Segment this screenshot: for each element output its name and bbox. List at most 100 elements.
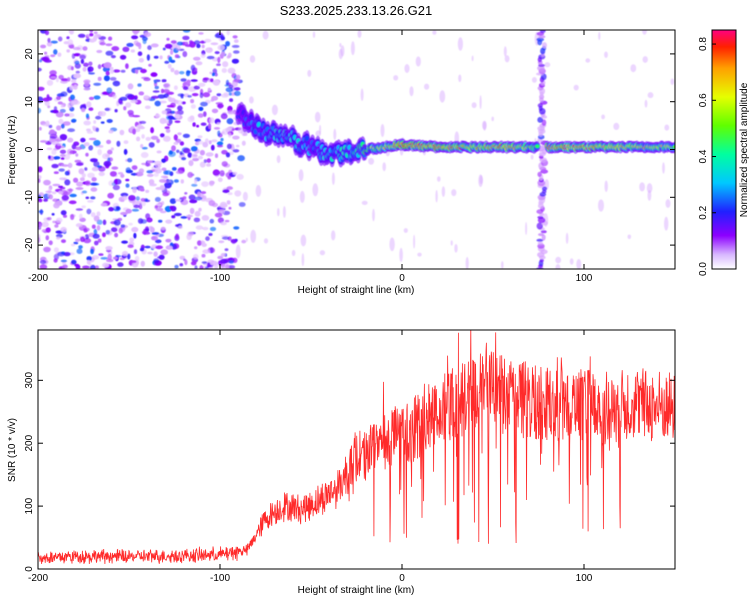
heatmap-cell: [174, 111, 180, 115]
heatmap-cell: [181, 167, 185, 172]
heatmap-cell: [134, 128, 141, 133]
heatmap-cell: [117, 172, 124, 175]
heatmap-cell: [146, 160, 153, 164]
heatmap-cell: [112, 69, 121, 73]
heatmap-cell: [134, 255, 140, 262]
heatmap-cell: [191, 183, 198, 187]
heatmap-cell: [67, 128, 75, 133]
heatmap-cell: [106, 119, 113, 123]
heatmap-cell: [220, 253, 226, 257]
heatmap-cell: [229, 98, 234, 102]
heatmap-cell: [231, 58, 239, 64]
heatmap-cell: [168, 245, 173, 250]
heatmap-cell: [214, 33, 223, 39]
heatmap-cell: [409, 86, 414, 97]
heatmap-cell: [195, 61, 203, 66]
heatmap-cell: [220, 221, 227, 226]
heatmap-cell: [159, 185, 165, 191]
heatmap-cell: [61, 239, 66, 244]
heatmap-cell: [56, 125, 62, 131]
heatmap-cell: [151, 232, 160, 235]
heatmap-cell: [232, 135, 240, 140]
heatmap-cell: [226, 30, 230, 36]
heatmap-cell: [209, 78, 214, 83]
heatmap-cell: [202, 226, 209, 231]
heatmap-cell: [109, 171, 117, 177]
heatmap-cell: [75, 70, 80, 74]
heatmap-cell: [441, 186, 446, 198]
heatmap-cell: [186, 79, 191, 84]
heatmap-cell: [60, 78, 69, 82]
colorbar: 0.0 0.2 0.4 0.6 0.8 Normalized spectral ampl…: [698, 29, 750, 276]
heatmap-cell: [217, 177, 223, 183]
heatmap-cell: [211, 108, 219, 114]
heatmap-cell: [53, 156, 61, 160]
heatmap-cell: [114, 178, 118, 185]
heatmap-cell: [90, 248, 94, 255]
heatmap-cell: [66, 77, 71, 82]
heatmap-cell: [201, 44, 205, 49]
heatmap-cell: [58, 190, 63, 195]
heatmap-cell: [190, 261, 197, 266]
heatmap-cell: [112, 80, 121, 87]
heatmap-cell: [639, 182, 645, 192]
heatmap-cell: [63, 252, 71, 257]
heatmap-cell: [162, 192, 169, 197]
heatmap-cell: [81, 205, 86, 209]
heatmap-cell: [119, 129, 125, 136]
heatmap-cell: [61, 164, 69, 167]
heatmap-cell: [175, 224, 180, 227]
heatmap-cell: [64, 170, 70, 176]
heatmap-cell: [169, 205, 173, 210]
colorbar-ticks: 0.0 0.2 0.4 0.6 0.8: [698, 37, 716, 276]
heatmap-cell: [125, 178, 130, 182]
spectrogram-y-tick-label: 0: [24, 146, 35, 152]
heatmap-cell: [73, 73, 82, 79]
heatmap-cell: [38, 166, 43, 172]
heatmap-cell: [201, 215, 210, 221]
snr-y-tick-label: 0: [24, 566, 35, 572]
heatmap-cell: [54, 224, 59, 228]
heatmap-cell: [100, 202, 108, 207]
heatmap-cell: [201, 253, 206, 258]
heatmap-cell: [75, 264, 81, 269]
heatmap-cell: [164, 126, 170, 130]
heatmap-cell: [74, 159, 82, 163]
heatmap-cell: [216, 144, 224, 148]
heatmap-cell: [115, 255, 122, 258]
heatmap-cell: [131, 165, 138, 171]
heatmap-cell: [165, 128, 171, 133]
heatmap-cell: [163, 83, 171, 88]
heatmap-cell: [108, 36, 113, 41]
heatmap-cell: [102, 66, 110, 72]
heatmap-cell: [201, 261, 208, 264]
heatmap-cell: [93, 95, 101, 100]
heatmap-cell: [120, 224, 126, 228]
heatmap-cell: [88, 72, 95, 75]
heatmap-cell: [108, 207, 114, 212]
heatmap-cell: [38, 126, 42, 131]
heatmap-cell: [190, 146, 198, 152]
heatmap-cell: [138, 91, 145, 96]
heatmap-cell: [338, 48, 343, 60]
heatmap-cell: [435, 190, 438, 203]
heatmap-cell: [479, 95, 482, 109]
heatmap-cell: [137, 83, 142, 87]
heatmap-cell: [196, 43, 201, 49]
heatmap-cell: [218, 240, 225, 244]
heatmap-cell: [150, 127, 155, 134]
heatmap-cell: [162, 89, 170, 93]
heatmap-cell: [50, 76, 57, 79]
heatmap-cell: [43, 246, 51, 253]
heatmap-cell: [163, 135, 171, 142]
heatmap-cell: [132, 115, 141, 118]
heatmap-cell: [212, 169, 220, 176]
heatmap-cell: [67, 188, 74, 192]
heatmap-cell: [66, 49, 70, 53]
heatmap-cell: [372, 208, 375, 222]
heatmap-cell: [102, 232, 106, 238]
heatmap-cell: [188, 160, 194, 167]
heatmap-cell: [91, 177, 97, 182]
heatmap-cell: [134, 67, 143, 70]
heatmap-cell: [503, 46, 507, 57]
